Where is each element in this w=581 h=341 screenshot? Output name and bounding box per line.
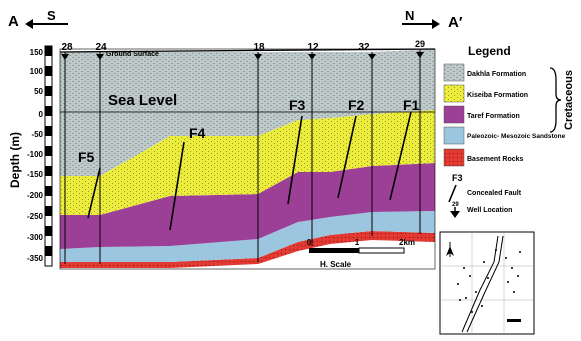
well-number: 28 bbox=[61, 42, 73, 53]
legend-swatch-dakhla bbox=[443, 63, 465, 82]
paleozoic-mesozoic-sandstone-layer bbox=[60, 211, 435, 262]
fault-label: F2 bbox=[348, 97, 365, 113]
fault-label: F3 bbox=[289, 97, 306, 113]
legend-label-concealed-fault: Concealed Fault bbox=[467, 190, 522, 197]
legend-label-dakhla: Dakhla Formation bbox=[467, 71, 526, 78]
inset-frame bbox=[439, 231, 535, 335]
cross-section: 28 24 18 12 32 29 Ground Surface Sea Lev… bbox=[59, 39, 436, 270]
fault-f3 bbox=[287, 115, 303, 205]
well-number: 24 bbox=[95, 42, 107, 53]
basement-rocks-layer bbox=[60, 231, 435, 268]
well-number: 29 bbox=[415, 39, 425, 49]
dakhla-formation-layer bbox=[60, 49, 435, 176]
legend-swatch-sandstone bbox=[443, 126, 465, 145]
horizontal-scale: 0 1 2km H. Scale bbox=[307, 238, 415, 269]
depth-tick: -150 bbox=[27, 170, 44, 179]
fault-label: F4 bbox=[189, 125, 206, 141]
concealed-fault-icon bbox=[448, 184, 457, 203]
inset-scale-bar bbox=[507, 319, 521, 322]
fault-f5 bbox=[87, 167, 101, 219]
ground-surface-label: Ground Surface bbox=[106, 51, 159, 58]
inset-well-points bbox=[457, 249, 521, 313]
well-lines bbox=[64, 50, 421, 264]
depth-tick: 150 bbox=[30, 48, 44, 57]
well-marker-icon bbox=[368, 54, 376, 60]
arrow-right-icon bbox=[402, 19, 440, 29]
scale-bar-segment bbox=[358, 247, 405, 254]
inset-grid bbox=[440, 232, 534, 334]
direction-north-label: N bbox=[405, 8, 414, 23]
arrow-left-icon bbox=[25, 19, 68, 29]
legend-group-cretaceous: Cretaceous bbox=[563, 70, 575, 130]
section-end-right: A′ bbox=[448, 14, 463, 31]
legend-swatch-kiseiba bbox=[443, 84, 465, 103]
fault-label: F1 bbox=[403, 97, 420, 113]
direction-south-label: S bbox=[47, 8, 56, 23]
fault-f2 bbox=[337, 115, 357, 199]
well-marker-icon bbox=[416, 52, 424, 58]
depth-tick-labels: 150 100 50 0 -50 -100 -150 -200 -250 -30… bbox=[27, 48, 44, 263]
north-arrow-icon bbox=[446, 242, 454, 257]
well-marker-icon bbox=[308, 54, 316, 60]
depth-tick: 100 bbox=[30, 67, 44, 76]
well-number: 12 bbox=[307, 42, 319, 53]
depth-tick: 0 bbox=[39, 110, 44, 119]
legend-label-basement: Basement Rocks bbox=[467, 156, 524, 163]
legend-title: Legend bbox=[468, 44, 511, 58]
well-marker-icon bbox=[96, 54, 104, 60]
depth-axis-label: Depth (m) bbox=[8, 132, 22, 188]
ground-surface-line bbox=[59, 48, 436, 53]
scale-tick: 2km bbox=[399, 238, 415, 247]
depth-tick: -350 bbox=[27, 254, 44, 263]
depth-tick: -100 bbox=[27, 150, 44, 159]
depth-scale-bar bbox=[44, 45, 53, 267]
well-numbers: 28 24 18 12 32 29 bbox=[61, 39, 425, 53]
well-number: 32 bbox=[358, 42, 370, 53]
well-marker-icon bbox=[254, 54, 262, 60]
well-markers bbox=[61, 52, 424, 60]
depth-tick: -50 bbox=[31, 130, 43, 139]
scale-tick: 0 bbox=[307, 238, 312, 247]
scale-bar-segment bbox=[309, 248, 359, 253]
well-number: 18 bbox=[253, 42, 265, 53]
fault-labels: F5 F4 F3 F2 F1 bbox=[78, 97, 420, 165]
legend-label-sandstone: Paleozoic- Mesozoic Sandstone bbox=[467, 133, 566, 140]
fault-lines bbox=[87, 111, 412, 231]
cretaceous-brace-icon bbox=[549, 67, 562, 133]
fault-f4 bbox=[169, 141, 185, 231]
legend-label-taref: Taref Formation bbox=[467, 113, 520, 120]
legend-swatch-basement bbox=[443, 148, 465, 167]
well-location-icon bbox=[450, 207, 460, 218]
depth-tick: 50 bbox=[34, 87, 43, 96]
fault-label: F5 bbox=[78, 149, 95, 165]
section-end-left: A bbox=[8, 13, 19, 30]
location-map-inset bbox=[439, 231, 535, 335]
legend: Legend Dakhla Formation Kiseiba Formatio… bbox=[443, 44, 575, 218]
well-marker-icon bbox=[61, 54, 69, 60]
depth-tick: -300 bbox=[27, 233, 44, 242]
legend-label-well-location: Well Location bbox=[467, 207, 512, 214]
legend-label-kiseiba: Kiseiba Formation bbox=[467, 92, 528, 99]
kiseiba-formation-layer bbox=[60, 110, 435, 215]
legend-swatch-taref bbox=[443, 105, 465, 124]
fault-f1 bbox=[389, 111, 412, 201]
scale-caption: H. Scale bbox=[320, 260, 352, 269]
depth-tick: -250 bbox=[27, 212, 44, 221]
depth-tick: -200 bbox=[27, 191, 44, 200]
sea-level-label: Sea Level bbox=[108, 92, 177, 109]
legend-fault-symbol-label: F3 bbox=[452, 173, 463, 183]
legend-well-symbol-label: 29 bbox=[452, 202, 459, 208]
scale-tick: 1 bbox=[355, 238, 360, 247]
